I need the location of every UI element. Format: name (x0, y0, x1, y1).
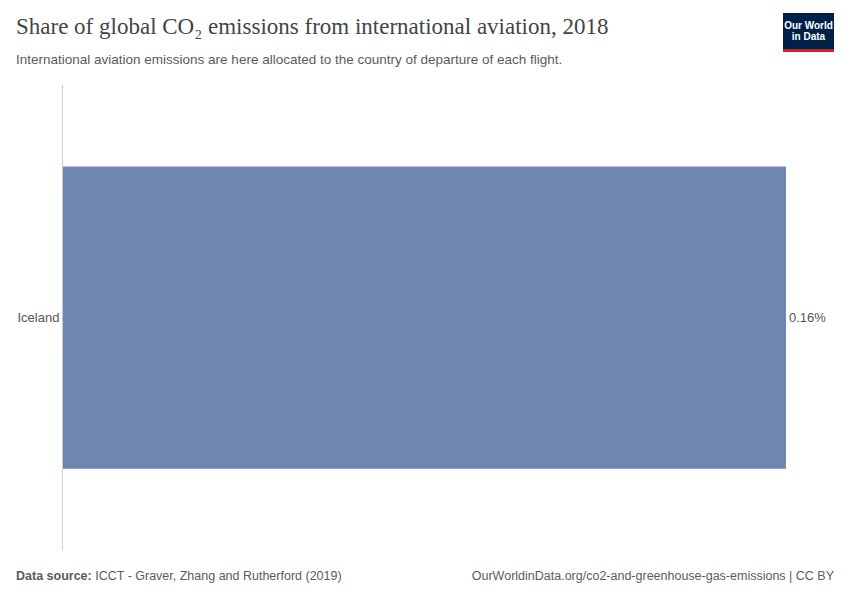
svg-text:Iceland: Iceland (17, 310, 59, 325)
html-text:Data source: ICCT - Graver, Zh: Data source: ICCT - Graver, Zhang and Ru… (16, 569, 342, 583)
html-text:International aviation emissio: International aviation emissions are her… (16, 52, 563, 67)
html-text:OurWorldinData.org/co2-and-gre: OurWorldinData.org/co2-and-greenhouse-ga… (471, 569, 834, 583)
html-text:Our World: Our World (784, 20, 833, 31)
svg-text:0.16%: 0.16% (789, 310, 826, 325)
html-text:Share of global CO₂ emissions: Share of global CO₂ emissions from inter… (16, 14, 609, 39)
html-text:in Data: in Data (791, 31, 826, 42)
